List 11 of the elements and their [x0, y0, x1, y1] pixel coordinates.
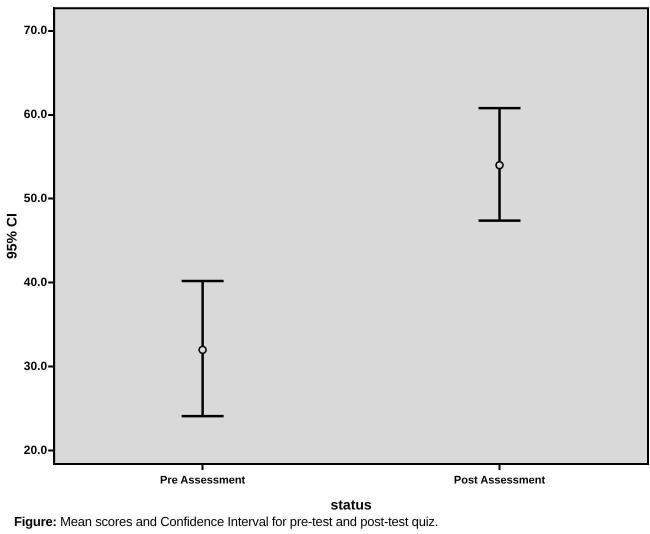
- y-tick-label: 60.0: [24, 107, 48, 122]
- x-tick-label: Post Assessment: [454, 474, 546, 487]
- y-tick-label: 70.0: [24, 23, 48, 38]
- x-tick-label: Pre Assessment: [160, 474, 246, 487]
- y-axis-title: 95% CI: [3, 213, 20, 260]
- text: Figure: Mean scores and Confidence Interval for pre-test and post-test quiz.: [14, 514, 438, 529]
- y-tick-label: 20.0: [24, 442, 48, 457]
- x-axis-title: status: [330, 496, 372, 512]
- y-tick-label: 40.0: [24, 275, 48, 289]
- y-tick-label: 50.0: [24, 191, 48, 206]
- y-tick-label: 30.0: [24, 358, 48, 373]
